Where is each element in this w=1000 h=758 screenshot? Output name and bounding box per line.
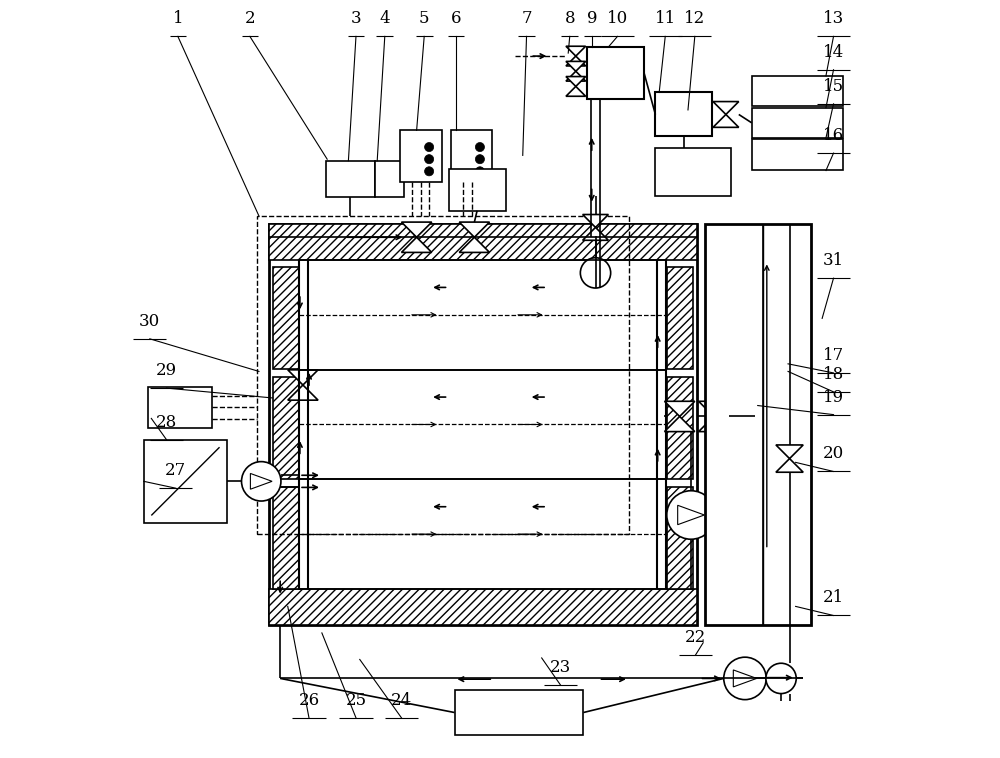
Circle shape <box>475 143 484 152</box>
Text: 29: 29 <box>156 362 177 379</box>
Polygon shape <box>664 401 695 416</box>
Text: 15: 15 <box>823 78 844 95</box>
Bar <box>375 161 404 197</box>
Text: 21: 21 <box>823 590 844 606</box>
Circle shape <box>766 663 796 694</box>
Bar <box>269 224 697 260</box>
Text: 16: 16 <box>823 127 844 144</box>
Text: 19: 19 <box>823 389 844 406</box>
Polygon shape <box>566 71 586 81</box>
Bar <box>752 108 843 138</box>
Bar <box>257 216 629 534</box>
Text: 6: 6 <box>451 10 461 27</box>
Bar <box>655 148 731 196</box>
Polygon shape <box>699 401 729 416</box>
Polygon shape <box>699 416 729 431</box>
Text: 26: 26 <box>298 692 320 709</box>
Circle shape <box>425 155 434 164</box>
Bar <box>667 377 693 479</box>
Circle shape <box>475 167 484 176</box>
Text: 23: 23 <box>550 659 571 676</box>
Text: 5: 5 <box>419 10 429 27</box>
Polygon shape <box>401 222 432 237</box>
Text: 3: 3 <box>351 10 361 27</box>
Text: 1: 1 <box>173 10 183 27</box>
Text: 7: 7 <box>521 10 532 27</box>
Text: 17: 17 <box>823 347 844 364</box>
Polygon shape <box>776 459 803 472</box>
Bar <box>144 440 227 523</box>
Text: 30: 30 <box>139 313 160 330</box>
Text: 31: 31 <box>823 252 844 269</box>
Circle shape <box>425 167 434 176</box>
Bar <box>273 377 299 479</box>
Bar <box>273 487 299 589</box>
Polygon shape <box>566 46 586 56</box>
Polygon shape <box>713 102 739 114</box>
Text: 27: 27 <box>165 462 186 479</box>
Bar <box>273 267 299 369</box>
Text: 25: 25 <box>345 692 367 709</box>
Bar <box>667 487 693 589</box>
Bar <box>400 130 442 182</box>
Text: 14: 14 <box>823 44 844 61</box>
Circle shape <box>667 490 715 539</box>
Text: 8: 8 <box>564 10 575 27</box>
Text: 20: 20 <box>823 446 844 462</box>
Polygon shape <box>776 445 803 459</box>
Polygon shape <box>713 114 739 127</box>
Bar <box>667 267 693 369</box>
Text: 12: 12 <box>684 10 705 27</box>
Polygon shape <box>288 385 318 400</box>
Text: 28: 28 <box>156 414 177 431</box>
Bar <box>752 76 843 106</box>
Text: 10: 10 <box>607 10 628 27</box>
Bar <box>451 130 492 182</box>
Polygon shape <box>459 237 490 252</box>
Polygon shape <box>566 61 586 71</box>
Polygon shape <box>566 86 586 96</box>
Circle shape <box>475 155 484 164</box>
Bar <box>269 224 697 625</box>
Polygon shape <box>566 56 586 66</box>
Text: 9: 9 <box>587 10 598 27</box>
Circle shape <box>425 143 434 152</box>
Bar <box>326 161 375 197</box>
Polygon shape <box>733 670 757 687</box>
Bar <box>752 139 843 170</box>
Text: 4: 4 <box>379 10 390 27</box>
Polygon shape <box>583 227 608 240</box>
Polygon shape <box>566 77 586 86</box>
Polygon shape <box>459 222 490 237</box>
Circle shape <box>580 258 611 288</box>
Bar <box>655 92 712 136</box>
Text: 24: 24 <box>391 692 412 709</box>
Text: 13: 13 <box>823 10 844 27</box>
Polygon shape <box>288 370 318 385</box>
Bar <box>587 47 644 99</box>
Text: 11: 11 <box>655 10 676 27</box>
Polygon shape <box>583 215 608 227</box>
Bar <box>269 589 697 625</box>
Circle shape <box>724 657 766 700</box>
Bar <box>705 224 811 625</box>
Bar <box>449 169 506 211</box>
Text: 22: 22 <box>685 629 706 646</box>
Polygon shape <box>250 474 272 489</box>
Polygon shape <box>401 237 432 252</box>
Polygon shape <box>678 506 704 525</box>
Bar <box>148 387 212 428</box>
Circle shape <box>242 462 281 501</box>
Bar <box>455 690 583 735</box>
Polygon shape <box>664 416 695 431</box>
Text: 2: 2 <box>245 10 255 27</box>
Text: 18: 18 <box>823 366 844 383</box>
